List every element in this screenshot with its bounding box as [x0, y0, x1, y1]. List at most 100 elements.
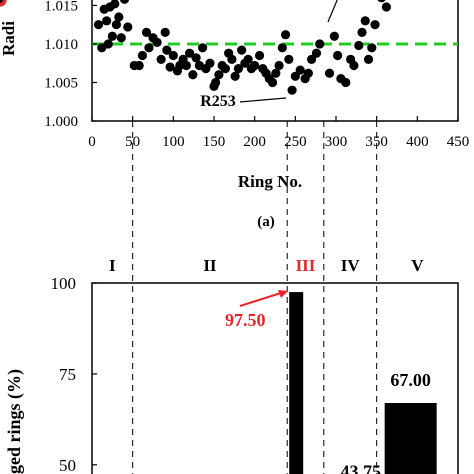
annotation-label: R253 [200, 93, 236, 110]
y-axis-label-fragment: ged rings (%) [4, 369, 25, 474]
data-point [274, 60, 284, 71]
data-point [156, 54, 166, 64]
x-tick-label: 450 [447, 134, 470, 150]
data-point [370, 20, 380, 30]
x-axis-label: Ring No. [238, 172, 302, 191]
data-point [119, 0, 130, 4]
data-point [181, 60, 191, 71]
data-point [116, 33, 126, 43]
data-point [141, 27, 152, 37]
data-point [287, 85, 297, 95]
data-point [377, 0, 386, 3]
data-point [271, 68, 281, 78]
data-point [114, 12, 124, 22]
data-point [134, 60, 144, 71]
data-point [227, 54, 237, 64]
data-point [144, 43, 154, 53]
data-point [250, 60, 260, 71]
bar-value-label: 67.00 [390, 370, 431, 390]
highlight-arrowhead [278, 290, 288, 298]
section-dividers [132, 121, 378, 474]
data-point [295, 65, 305, 75]
section-label: III [296, 256, 316, 275]
panel-label: (a) [257, 214, 275, 230]
data-point [303, 68, 313, 78]
y-tick-label: 1.015 [44, 0, 78, 14]
data-point [329, 31, 339, 41]
section-label: V [411, 256, 424, 275]
data-point [137, 50, 148, 61]
data-point [188, 70, 198, 80]
data-point [243, 54, 253, 64]
data-point [357, 27, 367, 37]
x-tick-label: 100 [162, 134, 185, 150]
data-point [324, 68, 335, 78]
data-point [191, 53, 201, 63]
annotation-arrow [327, 0, 338, 23]
data-point [290, 71, 300, 81]
data-point [160, 27, 170, 37]
x-tick-label: 200 [243, 134, 266, 150]
y-tick-label: 1.000 [44, 114, 78, 130]
data-point [280, 30, 291, 40]
data-point [110, 0, 120, 9]
bar-value-label: 97.50 [225, 310, 266, 330]
y-axis-label-fragment: Radi [0, 21, 18, 56]
data-point [107, 31, 117, 41]
y-tick-label: 50 [59, 456, 76, 474]
x-tick-label: 150 [203, 134, 226, 150]
data-point [214, 70, 224, 80]
data-point [111, 20, 121, 30]
data-point [349, 60, 359, 71]
data-point [367, 43, 377, 53]
data-point [237, 45, 247, 55]
data-point [354, 40, 364, 51]
data-point [168, 50, 178, 61]
bar [384, 403, 437, 474]
data-point [311, 48, 322, 58]
y-tick-label: 100 [51, 274, 77, 293]
section-label: IV [341, 256, 361, 275]
data-point [315, 39, 325, 49]
data-point [205, 58, 215, 68]
highlighted-point-core [0, 0, 3, 3]
highlight-arrow [239, 291, 285, 307]
data-point [152, 37, 162, 48]
data-point [233, 64, 243, 74]
y-tick-label: 1.005 [44, 75, 78, 91]
x-tick-label: 0 [88, 134, 96, 150]
bar-value-label: 43.75 [341, 462, 382, 474]
data-point [230, 71, 240, 81]
data-point [93, 20, 104, 30]
data-point [284, 54, 294, 64]
data-point [185, 48, 195, 58]
section-label: I [109, 256, 116, 275]
section-label: II [203, 256, 217, 275]
x-tick-label: 400 [406, 134, 429, 150]
data-point [165, 62, 175, 72]
data-point [254, 50, 265, 61]
x-tick-label: 250 [284, 134, 307, 150]
data-point [211, 77, 221, 88]
data-point [123, 22, 133, 32]
plot-frame [91, 0, 459, 122]
data-point [333, 50, 343, 61]
data-point [162, 45, 172, 55]
data-point [103, 39, 113, 49]
y-tick-label: 75 [59, 365, 76, 384]
data-point [220, 64, 230, 74]
data-point [360, 16, 370, 26]
bar [289, 292, 304, 474]
annotation-arrow [239, 97, 287, 103]
y-tick-label: 1.010 [44, 37, 78, 53]
data-point [267, 77, 278, 88]
scatter-panel: Radi 0 50 100 150 200 250 300 350 400 450 1.000 1.0… [0, 0, 469, 230]
data-point [198, 43, 208, 53]
x-tick-label: 350 [365, 134, 388, 150]
data-point [363, 54, 374, 64]
data-point [307, 54, 317, 64]
x-tick-label: 50 [125, 134, 140, 150]
data-point [102, 16, 112, 26]
